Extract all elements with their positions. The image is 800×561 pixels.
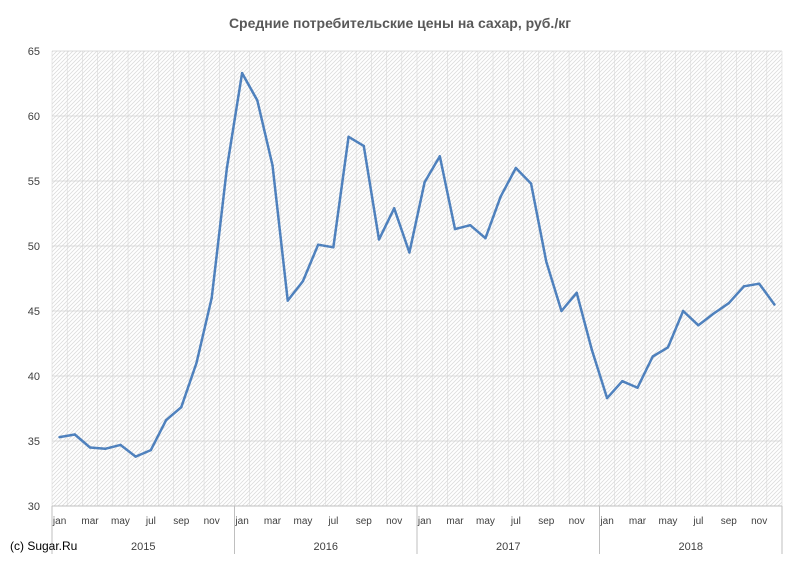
x-tick-label: may [293, 516, 312, 527]
data-point [651, 355, 654, 358]
data-point [605, 396, 609, 400]
data-point [575, 291, 578, 294]
data-point [164, 419, 168, 422]
x-tick-label: jan [234, 516, 248, 527]
year-label: 2015 [131, 541, 155, 553]
data-point [104, 447, 107, 450]
data-point [347, 135, 350, 138]
data-point [423, 181, 426, 184]
data-point [469, 224, 472, 227]
x-axis: jan mar may jul sep nov jan mar may jul sep nov jan m… [51, 505, 783, 554]
data-point [73, 433, 77, 436]
y-tick-label: 55 [28, 176, 40, 188]
data-point [712, 312, 715, 315]
x-tick-label: jan [599, 516, 613, 527]
x-tick-label: sep [721, 516, 738, 527]
data-point [256, 99, 259, 102]
year-label: 2018 [679, 541, 703, 553]
data-point [742, 285, 746, 288]
data-point [119, 443, 122, 447]
x-tick-label: nov [751, 516, 767, 527]
data-point [757, 282, 761, 285]
data-point [514, 166, 518, 170]
data-point [545, 260, 548, 263]
x-tick-label: sep [356, 516, 373, 527]
y-tick-label: 65 [28, 46, 40, 58]
y-tick-label: 50 [28, 241, 40, 253]
series-group [58, 71, 776, 458]
data-point [697, 324, 700, 327]
x-tick-label: jan [52, 516, 66, 527]
data-point [134, 455, 137, 458]
credit-text: (c) Sugar.Ru [10, 539, 77, 553]
x-tick-label: mar [264, 516, 282, 527]
data-point [377, 238, 381, 241]
x-tick-label: nov [386, 516, 402, 527]
y-tick-label: 40 [28, 371, 40, 383]
data-point [301, 279, 305, 283]
data-point [58, 435, 61, 439]
year-label: 2016 [314, 541, 338, 553]
data-point [621, 380, 624, 383]
y-tick-label: 30 [28, 501, 40, 513]
data-point [240, 71, 244, 75]
x-tick-label: sep [173, 516, 190, 527]
data-point [636, 386, 639, 389]
data-point [286, 299, 289, 302]
data-point [316, 243, 320, 246]
data-point [362, 144, 365, 148]
year-label: 2017 [496, 541, 520, 553]
data-point [666, 346, 670, 349]
x-tick-label: jul [145, 516, 156, 527]
x-tick-label: jan [417, 516, 431, 527]
x-tick-label: mar [81, 516, 99, 527]
data-point [408, 251, 411, 254]
data-point [332, 246, 335, 249]
data-point [529, 182, 533, 185]
gridlines [51, 50, 783, 507]
data-point [225, 166, 229, 170]
x-tick-label: mar [629, 516, 647, 527]
x-tick-label: sep [538, 516, 555, 527]
chart-title: Средние потребительские цены на сахар, р… [229, 15, 571, 31]
data-point [149, 448, 153, 452]
data-point [210, 296, 213, 300]
data-point [681, 309, 685, 313]
x-tick-label: may [111, 516, 130, 527]
y-axis: 30 35 40 45 50 55 60 65 [28, 46, 40, 513]
data-point [438, 155, 442, 158]
data-point [484, 237, 487, 240]
price-series-line [58, 71, 776, 458]
x-tick-label: nov [569, 516, 585, 527]
data-point [271, 164, 274, 167]
data-point [180, 406, 183, 409]
x-tick-label: jul [510, 516, 521, 527]
x-tick-label: jul [327, 516, 338, 527]
data-point [590, 348, 594, 352]
y-tick-label: 45 [28, 306, 40, 318]
data-point [195, 361, 198, 365]
y-tick-label: 60 [28, 111, 40, 123]
data-point [560, 309, 563, 313]
y-tick-label: 35 [28, 436, 40, 448]
x-tick-label: may [476, 516, 495, 527]
data-point [499, 195, 502, 198]
x-tick-label: jul [692, 516, 703, 527]
data-point [88, 446, 92, 449]
data-point [773, 303, 776, 306]
x-tick-label: mar [446, 516, 464, 527]
data-point [453, 227, 457, 231]
data-point [392, 207, 396, 210]
x-tick-label: nov [204, 516, 220, 527]
data-point [727, 302, 730, 305]
x-tick-label: may [658, 516, 677, 527]
